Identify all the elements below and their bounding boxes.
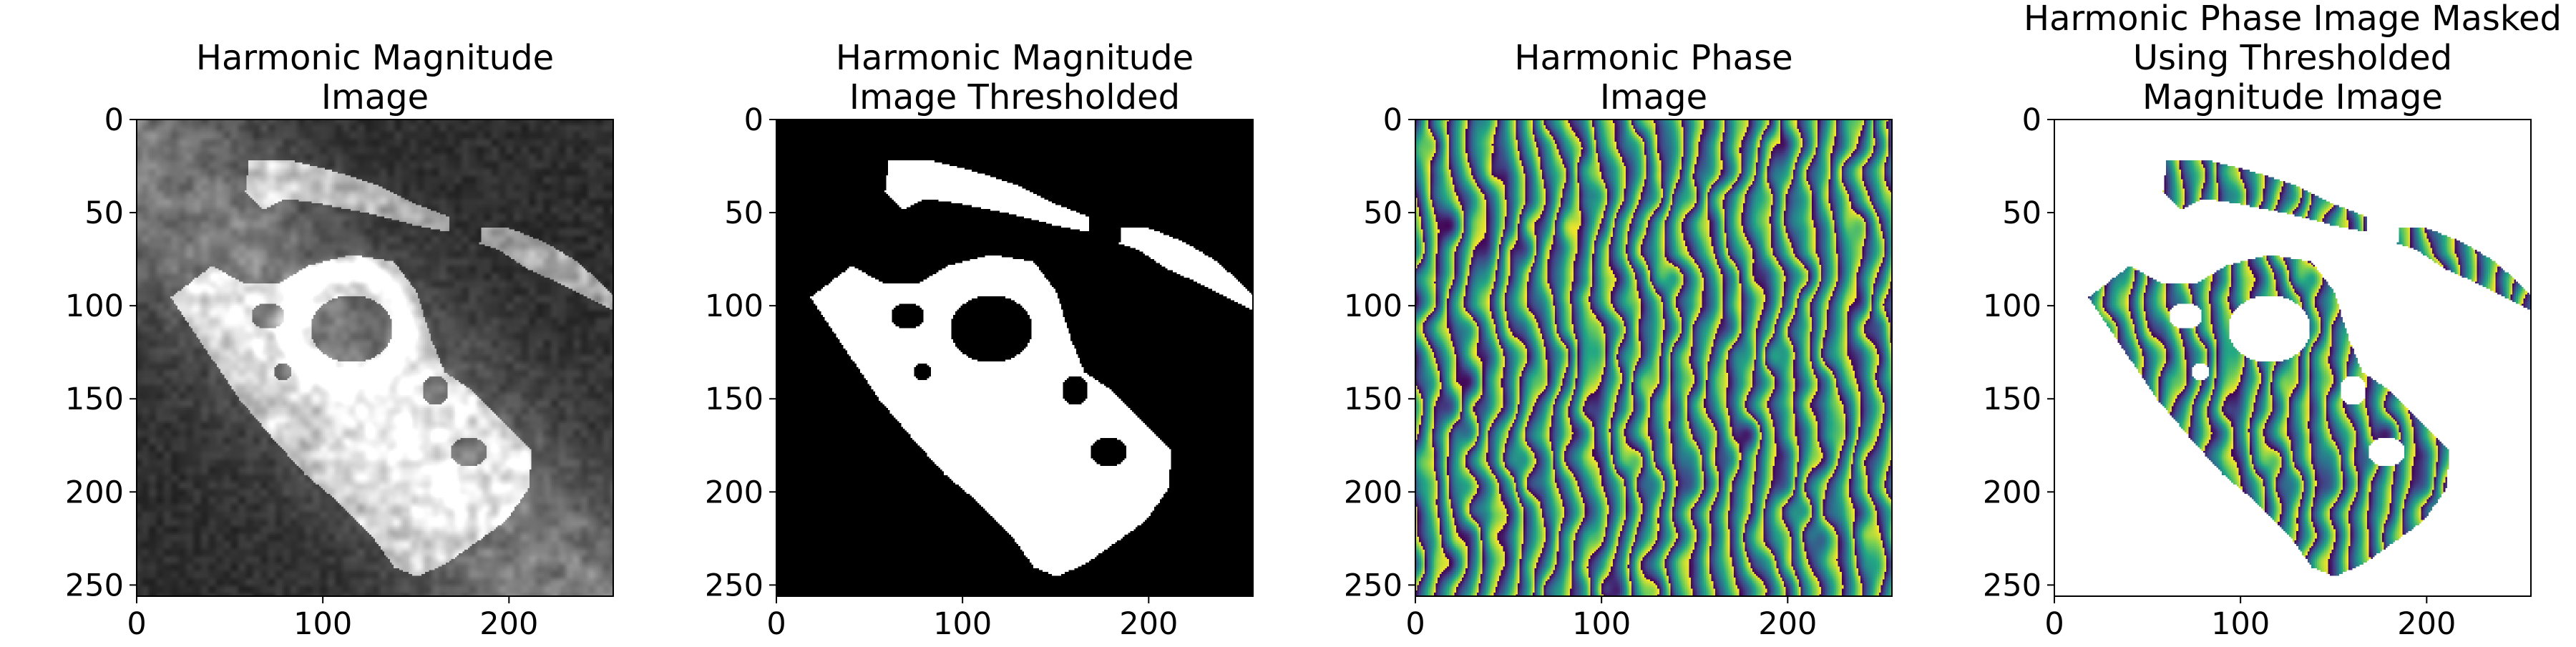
heatmap-image-2: [776, 120, 1253, 596]
axes-frame: [1415, 119, 1893, 597]
subplot-title-line: Harmonic Magnitude: [196, 38, 554, 78]
y-tick-label: 150: [65, 381, 124, 417]
subplot-title-line: Image: [1600, 77, 1707, 117]
axes-frame: [136, 119, 614, 597]
subplot-title-line: Harmonic Magnitude: [836, 38, 1194, 78]
subplot-title-line: Harmonic Phase Image Masked: [2024, 0, 2562, 39]
x-tick-label: 200: [2397, 606, 2456, 642]
heatmap-image-1: [137, 120, 613, 596]
y-tick-label: 0: [744, 102, 763, 138]
subplot-title-line: Harmonic Phase: [1514, 38, 1792, 78]
x-tick-label: 0: [1405, 606, 1425, 642]
y-tick-label: 0: [1383, 102, 1402, 138]
y-tick-label: 150: [1983, 381, 2041, 417]
y-tick-label: 0: [104, 102, 124, 138]
y-tick-label: 150: [1344, 381, 1402, 417]
y-tick-label: 200: [705, 475, 763, 510]
x-tick-label: 100: [2211, 606, 2270, 642]
x-tick-label: 200: [1758, 606, 1817, 642]
subplot-title-line: Image Thresholded: [849, 77, 1180, 117]
y-tick-label: 200: [1983, 475, 2041, 510]
axes-frame: [2054, 119, 2532, 597]
heatmap-image-4: [2054, 120, 2531, 596]
x-tick-label: 0: [127, 606, 146, 642]
y-tick-label: 0: [2022, 102, 2041, 138]
x-tick-label: 0: [2044, 606, 2064, 642]
heatmap-image-3: [1415, 120, 1892, 596]
y-tick-label: 100: [1983, 288, 2041, 324]
y-tick-label: 250: [65, 568, 124, 603]
x-tick-label: 100: [933, 606, 992, 642]
subplot-title-line: Magnitude Image: [2142, 77, 2443, 117]
y-tick-label: 100: [705, 288, 763, 324]
y-tick-label: 250: [705, 568, 763, 603]
y-tick-label: 250: [1983, 568, 2041, 603]
x-tick-label: 100: [1572, 606, 1631, 642]
y-tick-label: 200: [65, 475, 124, 510]
x-tick-label: 200: [479, 606, 538, 642]
y-tick-label: 50: [84, 195, 124, 231]
axes-frame: [776, 119, 1254, 597]
x-tick-label: 100: [293, 606, 352, 642]
y-tick-label: 100: [1344, 288, 1402, 324]
y-tick-label: 50: [1363, 195, 1402, 231]
y-tick-label: 200: [1344, 475, 1402, 510]
y-tick-label: 150: [705, 381, 763, 417]
y-tick-label: 100: [65, 288, 124, 324]
subplot-title-line: Image: [321, 77, 429, 117]
y-tick-label: 250: [1344, 568, 1402, 603]
y-tick-label: 50: [2002, 195, 2041, 231]
subplot-title-line: Using Thresholded: [2133, 38, 2452, 78]
x-tick-label: 0: [766, 606, 786, 642]
x-tick-label: 200: [1119, 606, 1178, 642]
y-tick-label: 50: [724, 195, 763, 231]
